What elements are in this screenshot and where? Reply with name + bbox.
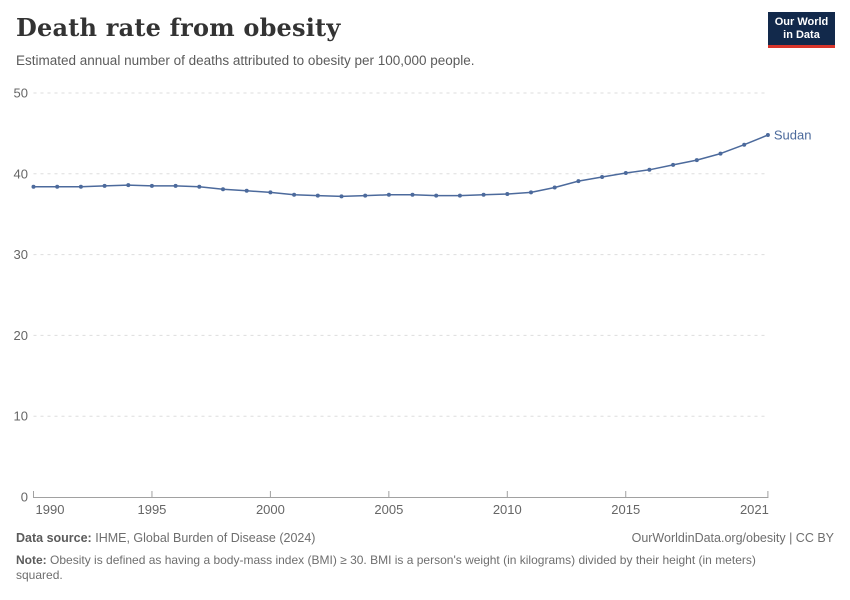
owid-logo-line2: in Data [783,29,820,41]
x-tick-label: 2021 [740,502,769,517]
data-point[interactable] [197,184,202,189]
data-point[interactable] [244,188,249,193]
x-tick-label: 1990 [36,502,65,517]
y-tick-label: 10 [14,409,28,424]
data-point[interactable] [600,175,605,179]
data-point[interactable] [718,151,723,156]
data-source: Data source: IHME, Global Burden of Dise… [16,531,315,546]
y-tick-label: 30 [14,247,28,262]
data-point[interactable] [742,142,747,147]
data-point[interactable] [694,158,699,163]
data-point[interactable] [315,193,320,198]
series-end-label[interactable]: Sudan [774,128,812,143]
page-title: Death rate from obesity [16,13,341,42]
data-point[interactable] [386,192,391,197]
data-point[interactable] [173,183,178,188]
data-point[interactable] [529,190,533,195]
data-point[interactable] [671,162,676,167]
data-point[interactable] [647,167,652,172]
owid-logo-line1: Our World [774,16,829,28]
data-point[interactable] [55,184,60,189]
line-chart[interactable]: 0 10 20 30 40 50 1990 1995 2000 2005 2010 2015 2021 S… [0,0,850,530]
data-point[interactable] [765,133,770,137]
data-line[interactable] [32,134,769,198]
data-point[interactable] [102,183,107,188]
data-point[interactable] [623,171,628,175]
data-point[interactable] [363,193,368,198]
x-tick-label: 2015 [611,502,640,517]
data-point[interactable] [576,179,581,184]
data-point[interactable] [126,183,131,188]
data-source-label: Data source: [16,531,92,545]
chart-footer: Data source: IHME, Global Burden of Dise… [16,531,834,583]
x-tick-label: 2010 [493,502,522,517]
x-tick-label: 2000 [256,502,285,517]
data-point[interactable] [31,184,36,189]
data-point[interactable] [268,190,273,195]
y-tick-label: 40 [14,166,28,181]
data-point[interactable] [434,193,439,198]
data-point[interactable] [78,184,83,189]
data-point[interactable] [552,185,557,190]
x-tick-label: 1995 [137,502,166,517]
data-point[interactable] [457,193,462,198]
y-tick-label: 0 [21,490,28,505]
data-point[interactable] [505,192,510,196]
data-point[interactable] [221,187,225,192]
y-tick-label: 50 [14,86,28,101]
y-tick-label: 20 [14,328,28,343]
page-subtitle: Estimated annual number of deaths attrib… [16,53,475,68]
chart-note: Note: Obesity is defined as having a bod… [16,553,796,583]
x-tick-label: 2005 [374,502,403,517]
note-label: Note: [16,553,47,567]
data-point[interactable] [339,194,344,199]
attribution-link[interactable]: OurWorldinData.org/obesity | CC BY [631,531,834,545]
data-point[interactable] [149,183,154,188]
data-point[interactable] [481,192,486,197]
data-point[interactable] [410,192,415,197]
data-source-value: IHME, Global Burden of Disease (2024) [95,531,316,545]
note-text: Obesity is defined as having a body-mass… [16,553,756,582]
data-point[interactable] [292,192,297,197]
owid-logo[interactable]: Our World in Data [768,12,835,48]
